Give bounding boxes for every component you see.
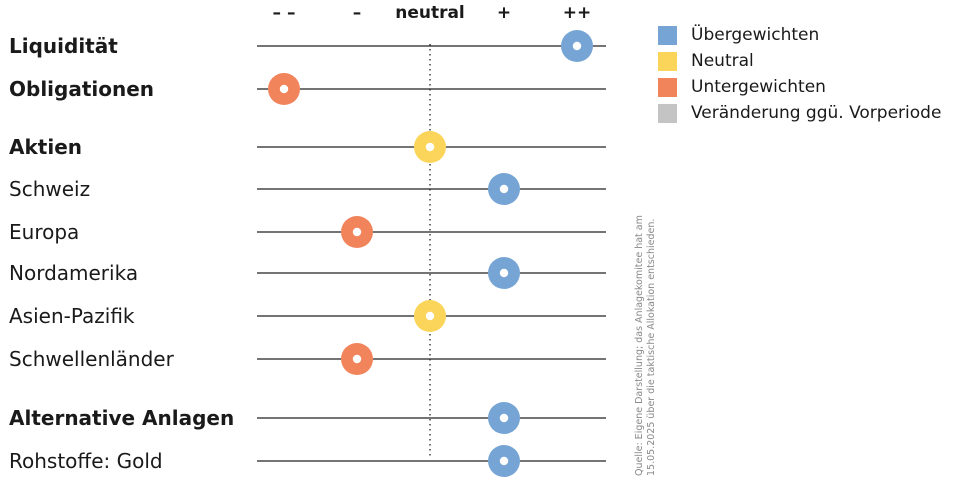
column-label-1: – <box>353 3 362 23</box>
legend-swatch-overweight <box>658 25 677 45</box>
row-label-2: Aktien <box>9 135 82 159</box>
marker-center-0 <box>572 41 582 51</box>
legend-item-overweight: Übergewichten <box>658 22 941 48</box>
row-label-4: Europa <box>9 220 79 244</box>
legend-item-change: Veränderung ggü. Vorperiode <box>658 100 941 126</box>
row-label-0: Liquidität <box>9 34 118 58</box>
legend-swatch-neutral <box>658 51 677 71</box>
row-label-9: Rohstoffe: Gold <box>9 449 163 473</box>
legend-item-underweight: Untergewichten <box>658 74 941 100</box>
column-label-3: + <box>497 3 511 23</box>
legend-swatch-change <box>658 103 677 123</box>
column-label-4: ++ <box>563 3 592 23</box>
column-label-0: – – <box>273 3 296 23</box>
source-note: Quelle: Eigene Darstellung; das Anlageko… <box>634 215 657 476</box>
marker-center-8 <box>499 413 509 423</box>
legend-label-overweight: Übergewichten <box>691 25 820 45</box>
legend-label-underweight: Untergewichten <box>691 77 826 97</box>
row-label-5: Nordamerika <box>9 261 138 285</box>
row-label-3: Schweiz <box>9 177 90 201</box>
row-label-8: Alternative Anlagen <box>9 406 234 430</box>
column-label-2: neutral <box>395 3 465 23</box>
legend-swatch-underweight <box>658 77 677 97</box>
legend-label-change: Veränderung ggü. Vorperiode <box>691 103 942 123</box>
marker-center-1 <box>279 84 289 94</box>
marker-center-4 <box>352 227 362 237</box>
marker-center-9 <box>499 456 509 466</box>
row-label-1: Obligationen <box>9 77 154 101</box>
marker-center-3 <box>499 184 509 194</box>
marker-center-5 <box>499 268 509 278</box>
marker-center-6 <box>425 311 435 321</box>
marker-center-2 <box>425 142 435 152</box>
legend-label-neutral: Neutral <box>691 51 754 71</box>
row-label-7: Schwellenländer <box>9 347 175 371</box>
legend: Übergewichten Neutral Untergewichten Ver… <box>658 22 941 126</box>
legend-item-neutral: Neutral <box>658 48 941 74</box>
marker-center-7 <box>352 354 362 364</box>
row-label-6: Asien-Pazifik <box>9 304 135 328</box>
